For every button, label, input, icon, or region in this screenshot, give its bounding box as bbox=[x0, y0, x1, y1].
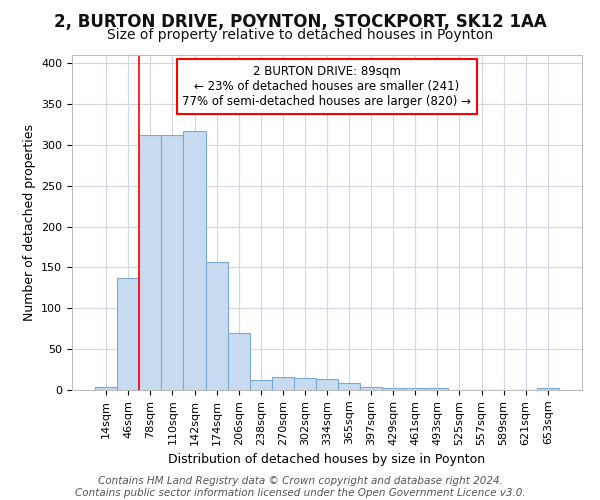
Bar bbox=[382, 388, 404, 390]
Text: Contains HM Land Registry data © Crown copyright and database right 2024.
Contai: Contains HM Land Registry data © Crown c… bbox=[74, 476, 526, 498]
Text: 2 BURTON DRIVE: 89sqm
← 23% of detached houses are smaller (241)
77% of semi-det: 2 BURTON DRIVE: 89sqm ← 23% of detached … bbox=[182, 65, 472, 108]
Bar bbox=[294, 378, 316, 390]
Bar bbox=[184, 131, 206, 390]
Bar bbox=[427, 388, 448, 390]
Bar bbox=[250, 380, 272, 390]
Y-axis label: Number of detached properties: Number of detached properties bbox=[23, 124, 35, 321]
Bar bbox=[338, 382, 360, 390]
Bar bbox=[227, 333, 250, 390]
Bar bbox=[139, 135, 161, 390]
Text: 2, BURTON DRIVE, POYNTON, STOCKPORT, SK12 1AA: 2, BURTON DRIVE, POYNTON, STOCKPORT, SK1… bbox=[53, 12, 547, 30]
Bar bbox=[272, 377, 294, 390]
Bar bbox=[117, 278, 139, 390]
X-axis label: Distribution of detached houses by size in Poynton: Distribution of detached houses by size … bbox=[169, 453, 485, 466]
Bar bbox=[206, 262, 227, 390]
Bar bbox=[360, 386, 382, 390]
Bar bbox=[161, 135, 184, 390]
Bar bbox=[537, 388, 559, 390]
Bar bbox=[404, 388, 427, 390]
Text: Size of property relative to detached houses in Poynton: Size of property relative to detached ho… bbox=[107, 28, 493, 42]
Bar bbox=[95, 386, 117, 390]
Bar bbox=[316, 380, 338, 390]
